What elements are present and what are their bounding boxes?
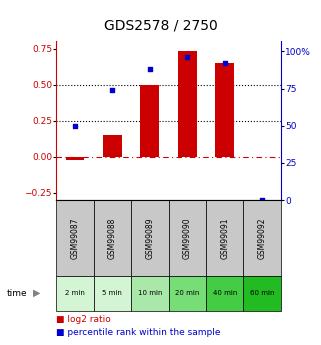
Point xyxy=(260,197,265,203)
Bar xyxy=(243,276,281,310)
Bar xyxy=(131,200,169,276)
Bar xyxy=(169,276,206,310)
Bar xyxy=(206,276,243,310)
Text: GDS2578 / 2750: GDS2578 / 2750 xyxy=(104,19,217,33)
Bar xyxy=(131,276,169,310)
Text: time: time xyxy=(6,289,27,298)
Text: 10 min: 10 min xyxy=(138,290,162,296)
Point xyxy=(147,67,152,72)
Text: ■ percentile rank within the sample: ■ percentile rank within the sample xyxy=(56,328,221,337)
Text: 20 min: 20 min xyxy=(175,290,199,296)
Bar xyxy=(103,135,122,157)
Text: GSM99090: GSM99090 xyxy=(183,217,192,259)
Bar xyxy=(169,200,206,276)
Point xyxy=(185,55,190,60)
Bar xyxy=(206,200,243,276)
Point xyxy=(72,123,77,128)
Bar xyxy=(65,157,84,160)
Text: GSM99091: GSM99091 xyxy=(220,217,229,259)
Bar xyxy=(94,276,131,310)
Text: 60 min: 60 min xyxy=(250,290,274,296)
Text: GSM99087: GSM99087 xyxy=(70,217,79,259)
Text: GSM99089: GSM99089 xyxy=(145,217,154,259)
Point xyxy=(222,60,227,66)
Text: GSM99088: GSM99088 xyxy=(108,217,117,259)
Bar xyxy=(243,200,281,276)
Bar xyxy=(56,276,94,310)
Text: GSM99092: GSM99092 xyxy=(258,217,267,259)
Text: ▶: ▶ xyxy=(33,288,41,298)
Bar xyxy=(141,85,159,157)
Text: 5 min: 5 min xyxy=(102,290,122,296)
Bar xyxy=(178,51,196,157)
Text: 40 min: 40 min xyxy=(213,290,237,296)
Bar xyxy=(94,200,131,276)
Text: 2 min: 2 min xyxy=(65,290,85,296)
Point xyxy=(110,87,115,93)
Bar xyxy=(56,200,94,276)
Bar xyxy=(215,63,234,157)
Text: ■ log2 ratio: ■ log2 ratio xyxy=(56,315,111,324)
